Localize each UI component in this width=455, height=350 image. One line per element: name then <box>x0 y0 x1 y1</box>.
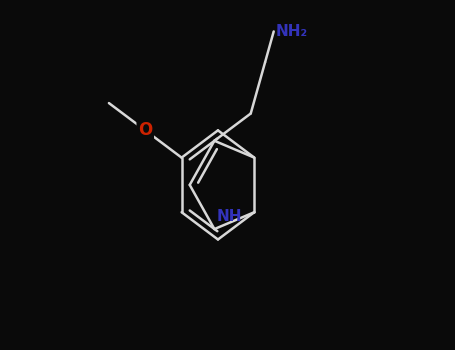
Text: NH₂: NH₂ <box>275 24 308 39</box>
Text: NH: NH <box>216 209 242 224</box>
Text: O: O <box>138 121 152 139</box>
